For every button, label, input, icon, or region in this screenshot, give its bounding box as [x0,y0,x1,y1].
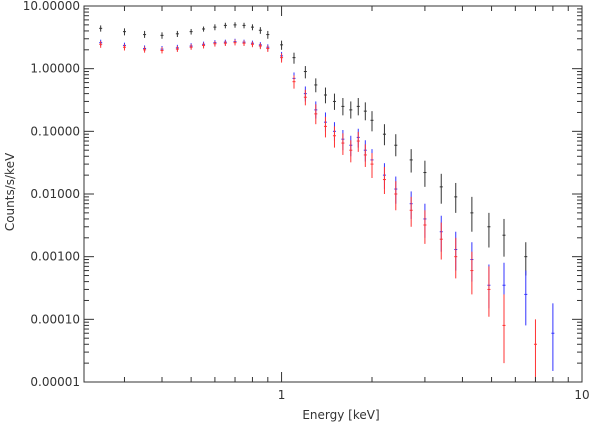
series-layer [99,22,555,382]
plot-frame [83,5,583,383]
y-axis-label: Counts/s/keV [3,152,17,231]
series-2 [99,39,537,382]
y-tick-label: 0.00010 [30,312,80,326]
y-tick-label: 0.00100 [30,250,80,264]
ticks-layer: 1 10 0.00001 0.00010 0.00100 0.01000 0.10000 1.… [23,0,590,402]
series-1 [99,38,555,371]
y-tick-label: 0.01000 [30,187,80,201]
x-tick-label: 1 [278,388,286,402]
series-0 [99,22,528,276]
y-tick-label: 0.00001 [30,375,80,389]
y-tick-label: 10.00000 [23,0,80,13]
y-tick-label: 1.00000 [30,62,80,76]
x-axis-label: Energy [keV] [302,408,379,422]
y-tick-label: 0.10000 [30,124,80,138]
x-tick-label: 10 [574,388,589,402]
